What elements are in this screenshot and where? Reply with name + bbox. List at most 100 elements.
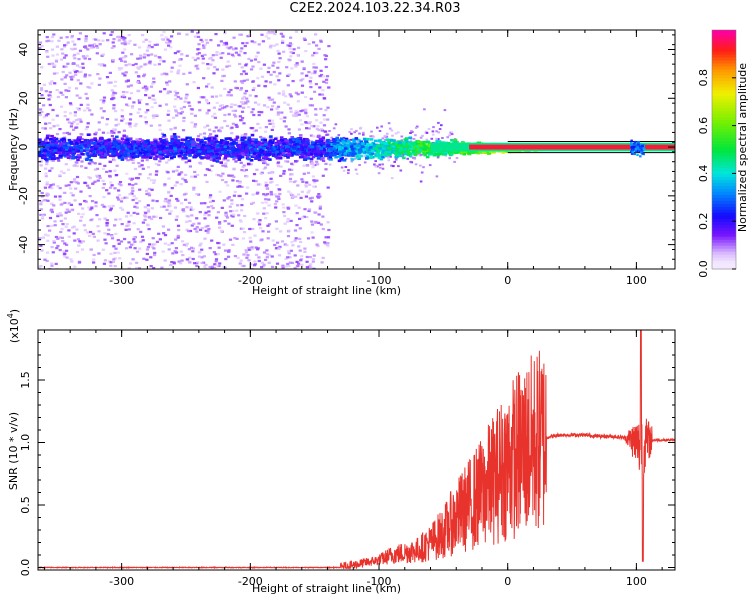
- spectrogram-cell: [145, 88, 149, 91]
- spectrogram-cell: [152, 215, 156, 218]
- spectrogram-cell: [239, 80, 243, 83]
- spectrogram-cell: [331, 149, 335, 153]
- spectrogram-cell: [417, 150, 421, 153]
- spectrogram-cell: [103, 232, 107, 235]
- spectrogram-cell: [190, 108, 194, 111]
- spectrogram-cell: [244, 62, 249, 66]
- spectrogram-cell: [321, 256, 325, 259]
- spectrogram-cell: [238, 62, 242, 66]
- spectrogram-cell: [137, 162, 141, 165]
- spectrogram-cell: [212, 130, 216, 133]
- spectrogram-cell: [101, 53, 105, 56]
- spectrogram-cell: [316, 157, 321, 160]
- spectrogram-cell: [309, 140, 314, 143]
- spectrogram-cell: [311, 175, 315, 178]
- spectrogram-cell: [425, 131, 429, 134]
- spectrogram-cell: [234, 160, 238, 163]
- spectrogram-cell: [326, 141, 331, 145]
- spectrogram-cell: [48, 169, 52, 172]
- spectrogram-cell: [193, 114, 197, 117]
- spectrogram-cell: [230, 202, 234, 205]
- spectrogram-cell: [235, 237, 239, 240]
- spectrogram-cell: [318, 86, 322, 89]
- spectrogram-cell: [71, 62, 76, 65]
- spectrogram-cell: [143, 116, 147, 119]
- spectrogram-cell: [263, 166, 268, 169]
- spectrogram-cell: [196, 67, 200, 70]
- spectrogram-cell: [97, 83, 101, 86]
- spectrogram-cell: [394, 158, 398, 161]
- spectrogram-cell: [142, 40, 146, 43]
- spectrogram-cell: [309, 82, 313, 85]
- spectrogram-cell: [47, 39, 51, 42]
- spectrogram-cell: [75, 94, 79, 97]
- spectrogram-cell: [82, 56, 86, 59]
- spectrogram-cell: [317, 213, 321, 216]
- spectrogram-cell: [73, 142, 77, 146]
- spectrogram-cell: [76, 238, 80, 241]
- spectrogram-cell: [46, 157, 51, 161]
- spectrogram-cell: [222, 43, 226, 46]
- spectrogram-cell: [358, 151, 362, 154]
- spectrogram-cell: [278, 57, 282, 60]
- spectrogram-cell: [51, 54, 55, 57]
- spectrogram-cell: [210, 267, 214, 269]
- spectrogram-cell: [64, 54, 68, 57]
- spectrogram-cell: [374, 165, 378, 168]
- spectrogram-cell: [207, 214, 211, 217]
- spectrogram-cell: [95, 44, 99, 48]
- spectrogram-cell: [109, 181, 113, 184]
- spectrogram-cell: [73, 57, 77, 60]
- spectrogram-cell: [291, 244, 295, 247]
- spectrogram-cell: [69, 103, 73, 106]
- spectrogram-cell: [223, 249, 228, 252]
- spectrogram-cell: [94, 38, 98, 41]
- spectrogram-cell: [126, 159, 130, 162]
- spectrogram-cell: [185, 83, 189, 86]
- spectrogram-cell: [173, 250, 177, 253]
- spectrogram-cell: [316, 163, 320, 166]
- spectrogram-cell: [239, 259, 243, 262]
- spectrogram-cell: [218, 108, 222, 111]
- spectrogram-cell: [202, 132, 207, 135]
- spectrogram-cell: [448, 134, 451, 137]
- spectrogram-cell: [247, 246, 251, 250]
- spectrogram-cell: [87, 155, 91, 159]
- spectrogram-cell: [305, 115, 309, 118]
- spectrogram-cell: [138, 154, 142, 157]
- spectrogram-cell: [269, 44, 273, 47]
- spectrogram-cell: [247, 106, 251, 109]
- spectrogram-cell: [95, 214, 99, 217]
- spectrogram-cell: [299, 110, 303, 113]
- spectrogram-cell: [63, 255, 67, 258]
- spectrogram-cell: [50, 187, 54, 190]
- spectrogram-cell: [51, 150, 56, 154]
- spectrogram-cell: [211, 54, 215, 57]
- spectrogram-cell: [67, 89, 71, 92]
- spectrogram-cell: [63, 44, 67, 47]
- spectrogram-cell: [309, 76, 313, 79]
- spectrogram-cell: [164, 197, 168, 201]
- spectrogram-cell: [222, 74, 226, 77]
- spectrogram-cell: [147, 187, 151, 190]
- spectrogram-cell: [287, 73, 291, 76]
- spectrogram-cell: [144, 89, 148, 92]
- spectrogram-cell: [450, 139, 454, 142]
- spectrogram-cell: [393, 149, 398, 153]
- spectrogram-cell: [452, 151, 456, 155]
- spectrogram-cell: [383, 152, 388, 156]
- spectrogram-cell: [105, 219, 109, 222]
- spectrogram-cell: [103, 238, 107, 241]
- spectrogram-cell: [39, 244, 43, 247]
- spectrogram-cell: [209, 169, 213, 172]
- spectrogram-cell: [105, 153, 110, 156]
- spectrogram-cell: [56, 124, 60, 127]
- spectrogram-cell: [259, 227, 263, 230]
- spectrogram-cell: [60, 152, 64, 155]
- spectrogram-cell: [199, 242, 203, 245]
- spectrogram-cell: [308, 104, 312, 107]
- spectrogram-cell: [446, 136, 449, 139]
- spectrogram-cell: [127, 63, 131, 66]
- spectrogram-cell: [175, 181, 179, 184]
- spectrogram-cell: [56, 185, 60, 188]
